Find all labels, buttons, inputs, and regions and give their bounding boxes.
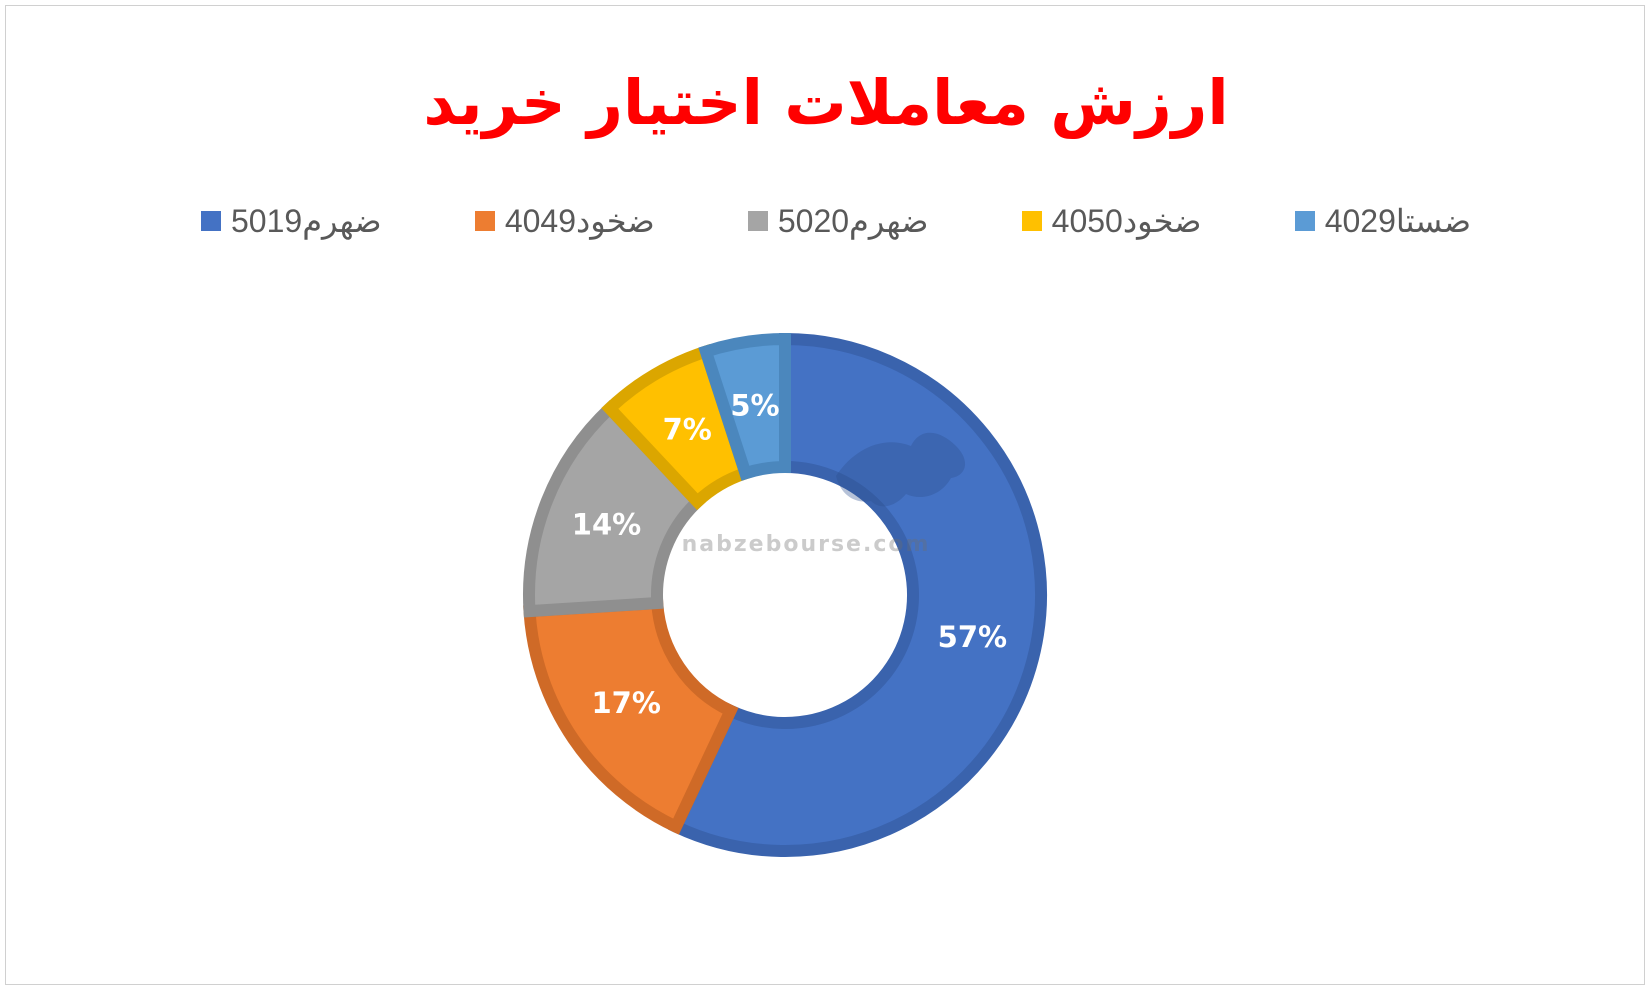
slice-label-1: 17% [591,686,660,720]
chart-title: ارزش معاملات اختیار خرید [423,66,1229,139]
donut-slice-4 [698,332,791,481]
legend-swatch-3 [1021,211,1042,231]
legend-item-0: ضهرم5019 [201,202,382,240]
donut-slice-0 [668,332,1047,857]
legend-swatch-0 [201,211,221,231]
legend-label-2: ضهرم5020 [777,203,929,239]
slice-labels: 57% 17% 14% 7% 5% [572,388,1007,720]
slice-label-2: 14% [572,507,641,541]
slice-label-4: 5% [730,388,779,422]
legend-item-3: ضخود4050 [1021,202,1202,240]
donut-slice-1 [523,596,739,835]
bull-logo-icon [836,432,966,507]
legend-swatch-1 [474,211,495,231]
donut-slices [523,332,1047,857]
legend-swatch-2 [747,211,768,231]
legend-label-1: ضخود4049 [504,203,655,239]
legend-label-0: ضهرم5019 [231,203,382,239]
legend-swatch-4 [1294,211,1315,231]
legend-item-1: ضخود4049 [474,202,655,240]
watermark: nabzebourse.com [682,432,966,557]
legend-item-4: ضستا4029 [1294,202,1471,240]
chart-frame: ارزش معاملات اختیار خرید ضهرم5019 ضخود40… [5,5,1645,985]
watermark-text: nabzebourse.com [682,532,931,557]
slice-label-0: 57% [938,620,1007,654]
slice-label-3: 7% [663,413,712,447]
legend-label-3: ضخود4050 [1051,203,1202,239]
legend-label-4: ضستا4029 [1324,203,1471,239]
donut-chart: nabzebourse.com 57% 17% 14% 7% 5% [523,332,1047,857]
chart-legend: ضهرم5019 ضخود4049 ضهرم5020 ضخود4050 ضستا… [201,196,1471,246]
legend-item-2: ضهرم5020 [747,202,929,240]
